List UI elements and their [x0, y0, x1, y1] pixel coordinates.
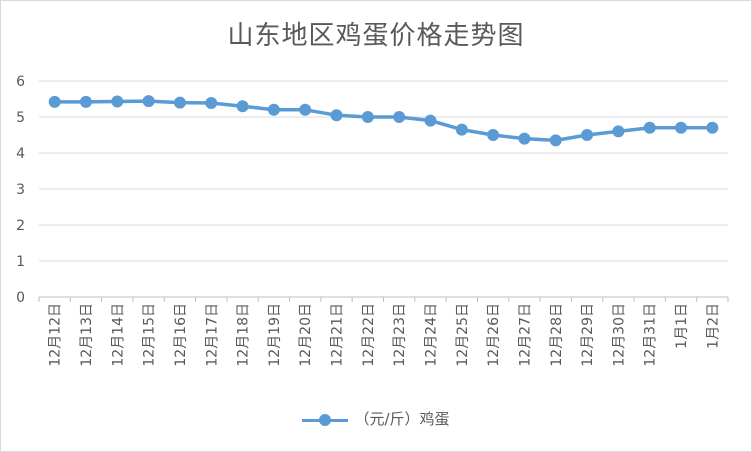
- y-tick-label: 5: [16, 110, 25, 126]
- x-tick-label: 12月17日: [204, 303, 220, 367]
- x-tick-label: 12月18日: [236, 303, 252, 367]
- data-point: [424, 114, 437, 127]
- y-tick-label: 4: [16, 146, 25, 162]
- y-tick-label: 6: [16, 74, 25, 90]
- data-point: [581, 129, 594, 141]
- data-point: [393, 111, 406, 123]
- data-point: [361, 111, 374, 123]
- data-point: [455, 123, 468, 136]
- data-point: [706, 121, 719, 134]
- x-tick-label: 12月16日: [173, 303, 189, 367]
- data-point: [518, 132, 531, 145]
- data-point: [267, 103, 280, 116]
- x-tick-label: 12月26日: [486, 303, 502, 367]
- x-tick-label: 12月22日: [361, 303, 377, 367]
- data-point: [299, 103, 312, 116]
- data-point: [487, 129, 500, 141]
- x-tick-label: 12月21日: [330, 303, 346, 367]
- x-tick-label: 12月29日: [580, 303, 596, 367]
- data-point: [675, 121, 688, 134]
- data-point: [236, 100, 249, 113]
- y-tick-label: 0: [16, 290, 25, 306]
- x-tick-label: 1月2日: [705, 303, 721, 349]
- legend-line-marker-icon: [302, 412, 349, 428]
- data-point: [612, 125, 625, 138]
- x-tick-label: 12月30日: [611, 303, 627, 367]
- x-tick-label: 12月23日: [392, 303, 408, 367]
- x-tick-label: 12月25日: [455, 303, 471, 367]
- data-point: [79, 95, 92, 108]
- chart-legend: （元/斤）鸡蛋: [1, 408, 751, 429]
- x-tick-label: 1月1日: [674, 303, 690, 349]
- x-tick-label: 12月20日: [298, 303, 314, 367]
- data-point: [142, 95, 155, 108]
- x-tick-label: 12月31日: [643, 303, 659, 367]
- data-point: [48, 95, 61, 108]
- x-tick-label: 12月28日: [549, 303, 565, 367]
- chart-title: 山东地区鸡蛋价格走势图: [227, 21, 525, 51]
- data-point: [643, 121, 656, 134]
- y-tick-label: 1: [16, 254, 25, 270]
- x-tick-label: 12月27日: [517, 303, 533, 367]
- x-tick-label: 12月13日: [79, 303, 95, 367]
- data-point: [549, 134, 562, 147]
- series-line: [52, 99, 715, 143]
- legend-label: （元/斤）鸡蛋: [354, 410, 450, 428]
- x-tick-label: 12月19日: [267, 303, 283, 367]
- x-tick-label: 12月12日: [48, 303, 64, 367]
- data-point: [173, 96, 186, 109]
- y-tick-label: 2: [16, 218, 25, 234]
- data-point: [330, 109, 343, 122]
- x-tick-label: 12月15日: [142, 303, 158, 367]
- x-tick-label: 12月14日: [110, 303, 126, 367]
- y-tick-label: 3: [16, 182, 25, 198]
- x-tick-label: 12月24日: [423, 303, 439, 367]
- data-point: [111, 95, 124, 108]
- data-point: [205, 96, 218, 109]
